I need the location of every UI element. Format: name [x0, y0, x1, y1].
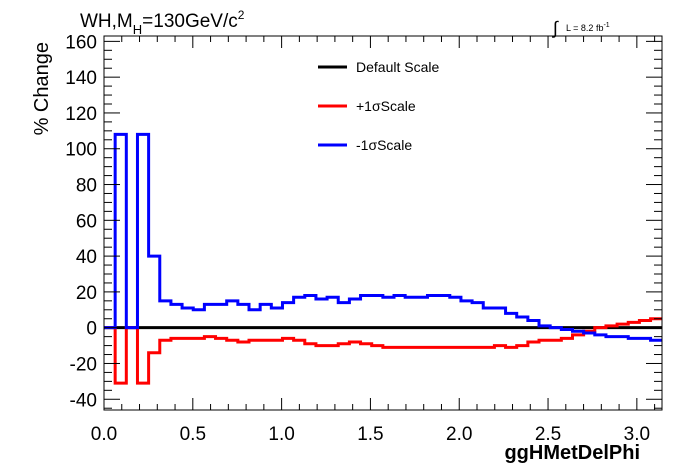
- lumi-label: L = 8.2 fb-1: [566, 22, 610, 33]
- y-tick-label: 80: [76, 176, 97, 197]
- chart-title: WH,MH=130GeV/c2: [80, 8, 245, 37]
- series-line-3: [104, 132, 662, 342]
- legend-label-2: +1σScale: [356, 98, 416, 114]
- labels-layer: 0.0 0.5 1.0 1.5 2.0 2.5 3.0 -40 -20 0 20 40 60 80 100 1…: [65, 32, 650, 445]
- x-tick-label: 1.5: [357, 424, 383, 445]
- y-tick-label: 160: [65, 32, 97, 53]
- legend-label-3: -1σScale: [356, 137, 412, 153]
- y-axis-label: % Change: [31, 42, 53, 135]
- series-layer: [104, 132, 662, 385]
- lumi-integral-symbol: ∫: [551, 18, 559, 38]
- axes-layer: [103, 35, 663, 411]
- x-tick-label: 3.0: [624, 424, 650, 445]
- y-tick-label: -40: [70, 390, 97, 411]
- y-tick-label: 120: [65, 104, 97, 125]
- x-tick-label: 2.0: [446, 424, 472, 445]
- x-tick-label: 0.0: [91, 424, 117, 445]
- y-tick-label: 60: [76, 211, 97, 232]
- plot-frame: [103, 35, 663, 411]
- legend-label-1: Default Scale: [356, 59, 439, 75]
- x-tick-label: 0.5: [180, 424, 206, 445]
- x-axis-label: ggHMetDelPhi: [504, 442, 640, 464]
- y-tick-label: 100: [65, 140, 97, 161]
- y-tick-label: 20: [76, 283, 97, 304]
- y-tick-label: 40: [76, 247, 97, 268]
- y-tick-label: 140: [65, 68, 97, 89]
- x-tick-label: 1.0: [268, 424, 294, 445]
- y-tick-label: -20: [70, 354, 97, 375]
- x-tick-label: 2.5: [535, 424, 561, 445]
- series-line-2: [104, 317, 662, 385]
- y-tick-label: 0: [86, 319, 97, 340]
